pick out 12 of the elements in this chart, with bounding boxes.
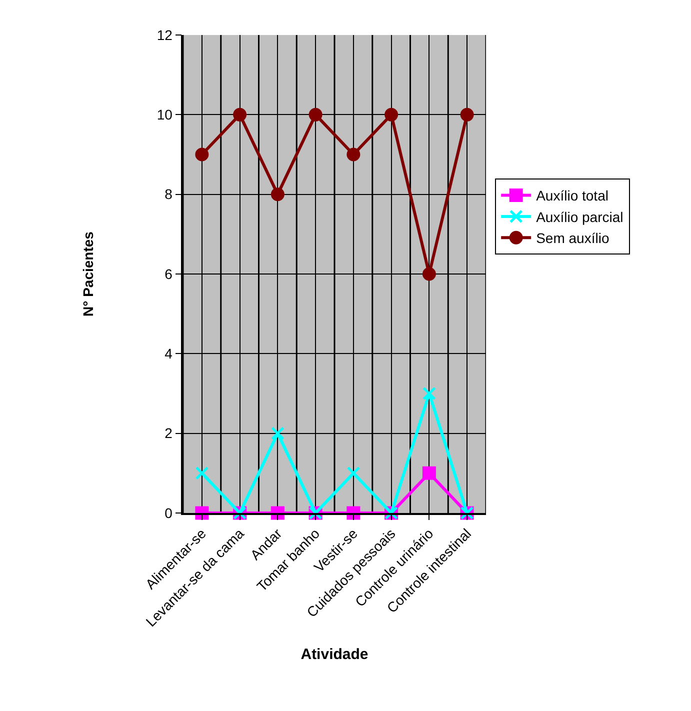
y-tick-label: 8 — [164, 186, 173, 202]
y-tick-label: 12 — [156, 26, 173, 43]
y-tick-label: 0 — [164, 504, 173, 521]
y-tick-label: 6 — [164, 266, 173, 282]
y-tick-label: 2 — [164, 425, 173, 442]
y-tick-label: 4 — [164, 346, 173, 362]
legend-label: Auxílio parcial — [536, 208, 624, 225]
legend-label: Auxílio total — [536, 188, 608, 204]
legend-label: Sem auxílio — [536, 230, 610, 246]
y-tick-label: 10 — [156, 106, 173, 123]
x-axis-title: Atividade — [300, 646, 368, 664]
y-axis-title: N° Pacientes — [80, 231, 96, 316]
